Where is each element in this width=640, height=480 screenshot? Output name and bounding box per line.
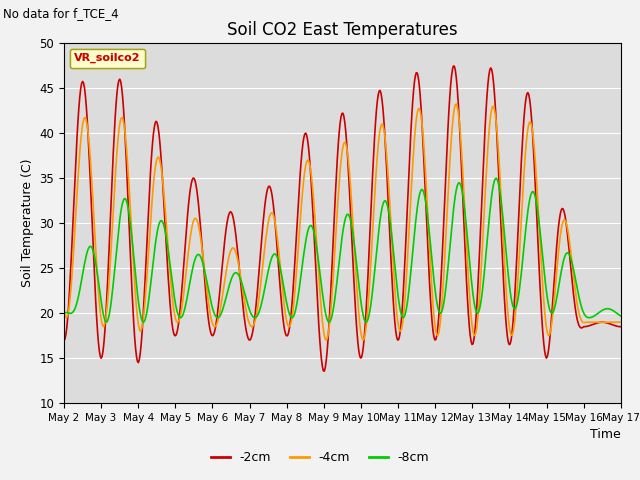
-4cm [617, 319, 625, 325]
-4cm [452, 101, 460, 107]
-8cm [362, 319, 370, 325]
Title: Soil CO2 East Temperatures: Soil CO2 East Temperatures [227, 21, 458, 39]
X-axis label: Time: Time [590, 429, 621, 442]
Line: -2cm: -2cm [64, 66, 621, 371]
Legend: VR_soilco2: VR_soilco2 [70, 49, 145, 68]
-2cm [481, 125, 489, 131]
-2cm [204, 305, 211, 311]
-8cm [480, 271, 488, 277]
Line: -4cm: -4cm [64, 104, 621, 340]
-8cm [389, 245, 397, 251]
-4cm [481, 192, 489, 198]
Text: No data for f_TCE_4: No data for f_TCE_4 [3, 7, 119, 20]
-2cm [617, 324, 625, 330]
-2cm [312, 269, 320, 275]
-2cm [389, 295, 397, 301]
-2cm [433, 333, 440, 339]
-2cm [60, 337, 68, 343]
-2cm [159, 177, 166, 182]
-4cm [60, 307, 68, 313]
-2cm [450, 63, 458, 69]
-4cm [433, 332, 440, 338]
-2cm [321, 368, 328, 374]
-4cm [323, 337, 330, 343]
-8cm [204, 280, 211, 286]
Y-axis label: Soil Temperature (C): Soil Temperature (C) [21, 159, 34, 288]
-8cm [617, 313, 625, 319]
-4cm [389, 258, 397, 264]
-4cm [159, 176, 166, 182]
Line: -8cm: -8cm [64, 178, 621, 322]
-4cm [312, 229, 320, 235]
-8cm [492, 175, 500, 181]
-8cm [433, 299, 440, 305]
Legend: -2cm, -4cm, -8cm: -2cm, -4cm, -8cm [206, 446, 434, 469]
-8cm [312, 240, 320, 245]
-8cm [159, 219, 166, 225]
-4cm [204, 289, 211, 295]
-8cm [60, 311, 68, 316]
